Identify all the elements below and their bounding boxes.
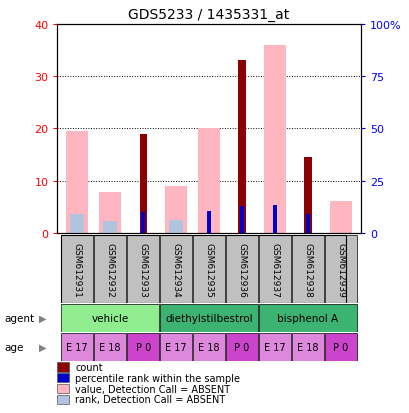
Text: ▶: ▶ <box>39 313 46 323</box>
Text: E 17: E 17 <box>263 342 285 352</box>
Bar <box>70 215 84 233</box>
Bar <box>198 129 219 233</box>
Bar <box>193 235 225 304</box>
Bar <box>193 333 225 361</box>
Bar <box>258 235 290 304</box>
Text: E 18: E 18 <box>99 342 121 352</box>
Bar <box>127 333 159 361</box>
Bar <box>258 333 290 361</box>
Bar <box>103 222 117 233</box>
Bar <box>258 304 356 332</box>
Bar <box>303 158 311 233</box>
Bar <box>292 235 323 304</box>
Text: vehicle: vehicle <box>91 313 128 323</box>
Bar <box>139 134 146 233</box>
Text: GSM612932: GSM612932 <box>106 242 115 297</box>
Bar <box>238 61 245 233</box>
Text: GSM612933: GSM612933 <box>138 242 147 297</box>
Bar <box>292 333 323 361</box>
Text: P 0: P 0 <box>135 342 151 352</box>
Text: age: age <box>4 342 23 352</box>
Bar <box>94 235 126 304</box>
Text: rank, Detection Call = ABSENT: rank, Detection Call = ABSENT <box>75 394 225 404</box>
Bar <box>264 46 285 233</box>
Text: E 18: E 18 <box>198 342 219 352</box>
Text: value, Detection Call = ABSENT: value, Detection Call = ABSENT <box>75 384 229 394</box>
Text: GSM612931: GSM612931 <box>72 242 81 297</box>
Text: GSM612938: GSM612938 <box>303 242 312 297</box>
Text: GSM612935: GSM612935 <box>204 242 213 297</box>
Bar <box>207 211 211 233</box>
Bar <box>160 304 257 332</box>
Text: diethylstilbestrol: diethylstilbestrol <box>165 313 252 323</box>
Bar <box>324 333 356 361</box>
Bar <box>165 186 187 233</box>
Bar <box>66 132 88 233</box>
Bar <box>61 235 93 304</box>
Bar <box>226 333 257 361</box>
Bar <box>305 215 309 233</box>
Bar <box>160 235 191 304</box>
Bar <box>127 235 159 304</box>
Title: GDS5233 / 1435331_at: GDS5233 / 1435331_at <box>128 8 289 22</box>
Bar <box>99 193 121 233</box>
Text: E 18: E 18 <box>297 342 318 352</box>
Text: P 0: P 0 <box>333 342 348 352</box>
Bar <box>141 212 145 233</box>
Text: agent: agent <box>4 313 34 323</box>
Bar <box>61 333 93 361</box>
Text: ▶: ▶ <box>39 342 46 352</box>
Text: count: count <box>75 362 102 372</box>
Text: GSM612937: GSM612937 <box>270 242 279 297</box>
Bar <box>94 333 126 361</box>
Text: E 17: E 17 <box>66 342 88 352</box>
Bar <box>160 333 191 361</box>
Bar <box>272 205 276 233</box>
Bar <box>240 206 243 233</box>
Bar <box>226 235 257 304</box>
Text: GSM612934: GSM612934 <box>171 242 180 297</box>
Text: P 0: P 0 <box>234 342 249 352</box>
Text: GSM612936: GSM612936 <box>237 242 246 297</box>
Text: GSM612939: GSM612939 <box>336 242 345 297</box>
Bar <box>324 235 356 304</box>
Bar <box>169 221 182 233</box>
Bar <box>61 304 159 332</box>
Text: percentile rank within the sample: percentile rank within the sample <box>75 373 239 383</box>
Text: bisphenol A: bisphenol A <box>277 313 338 323</box>
Text: E 17: E 17 <box>165 342 187 352</box>
Bar <box>330 201 351 233</box>
